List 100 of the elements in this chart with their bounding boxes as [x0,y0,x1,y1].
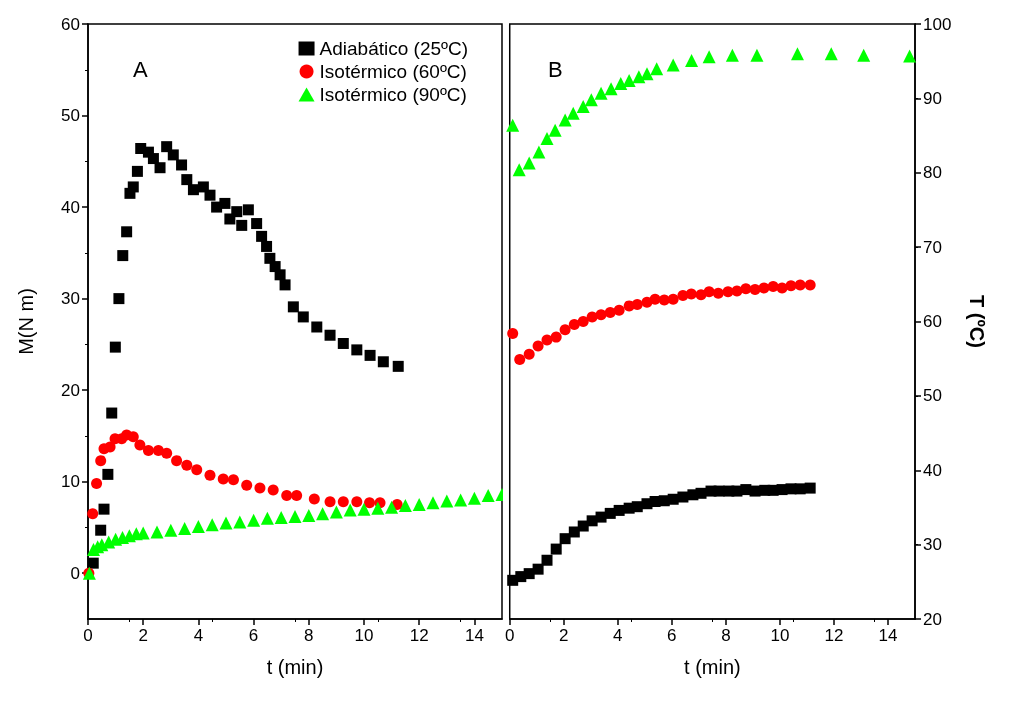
point [790,47,804,61]
point [256,230,268,242]
point [176,159,188,171]
point [685,288,697,300]
point [219,197,231,209]
point [187,184,199,196]
point [677,491,689,503]
x-tick-label: 6 [248,626,259,645]
point [164,523,178,537]
point [703,286,715,298]
y-tick-label: 80 [923,163,942,183]
point [87,508,99,520]
y-tick-label: 60 [61,14,80,34]
point [614,77,628,90]
point [514,353,526,365]
point [329,505,343,519]
point [604,82,618,96]
point [181,459,193,471]
point [532,340,544,352]
point [147,153,159,165]
point [667,293,679,305]
point [302,509,316,523]
point [95,524,107,536]
point [454,493,468,507]
point [104,441,116,453]
x-tick-label: 8 [721,626,731,645]
point [109,341,121,353]
point [568,318,580,330]
y-tick-label: 0 [70,563,80,583]
x-tick-label: 4 [613,626,623,645]
point [95,455,107,467]
point [274,269,286,281]
y-axis-title: M(N m) [15,288,37,355]
point [566,106,580,120]
point [377,356,389,368]
point [324,496,336,508]
point [261,240,273,252]
point [824,47,838,61]
point [577,316,589,327]
y-axis-title: T (ºC) [966,295,988,348]
point [725,48,739,62]
point [142,445,154,457]
point [260,511,274,525]
legend-label: Isotérmico (60ºC) [319,61,467,82]
point [117,250,129,262]
point [113,293,125,305]
point [181,174,193,186]
point [702,50,716,64]
point [337,496,349,508]
point [548,123,562,137]
point [540,132,554,146]
y-tick-label: 20 [61,380,80,400]
point [541,334,553,346]
y-tick-label: 40 [923,460,942,480]
x-tick-label: 14 [464,626,484,645]
point [749,284,761,296]
point [311,321,323,333]
point [512,163,526,177]
point [154,162,166,174]
point [584,93,598,107]
point [324,329,336,341]
point [559,533,571,545]
point [595,309,607,321]
y-tick-label: 50 [923,386,942,406]
y-tick-label: 50 [61,106,80,126]
point [297,311,309,323]
point [171,455,183,467]
point [191,520,205,534]
point [568,526,580,538]
point [121,226,133,238]
point [351,496,363,508]
point [794,279,806,291]
point [712,287,724,299]
x-tick-label: 14 [878,626,898,645]
y-tick-label: 60 [923,312,942,331]
x-tick-label: 8 [304,626,314,645]
point [613,304,625,316]
point [467,491,481,505]
point [481,488,495,502]
point [127,431,139,443]
point [622,74,636,88]
point [385,500,399,514]
point [191,464,203,476]
point [364,497,376,509]
point [204,189,216,201]
x-tick-label: 12 [409,626,429,645]
y-tick-label: 10 [61,472,80,492]
point [343,503,357,517]
point [740,484,752,496]
x-tick-label: 0 [83,626,93,645]
point [233,515,247,529]
annotation: A [133,56,148,82]
y-tick-label: 20 [923,609,942,629]
x-axis-title: t (min) [684,656,741,678]
x-axis-title: t (min) [266,656,324,678]
y-tick-label: 70 [923,237,942,257]
point [550,331,562,343]
point [106,407,118,419]
point [178,521,192,535]
point [604,307,616,319]
